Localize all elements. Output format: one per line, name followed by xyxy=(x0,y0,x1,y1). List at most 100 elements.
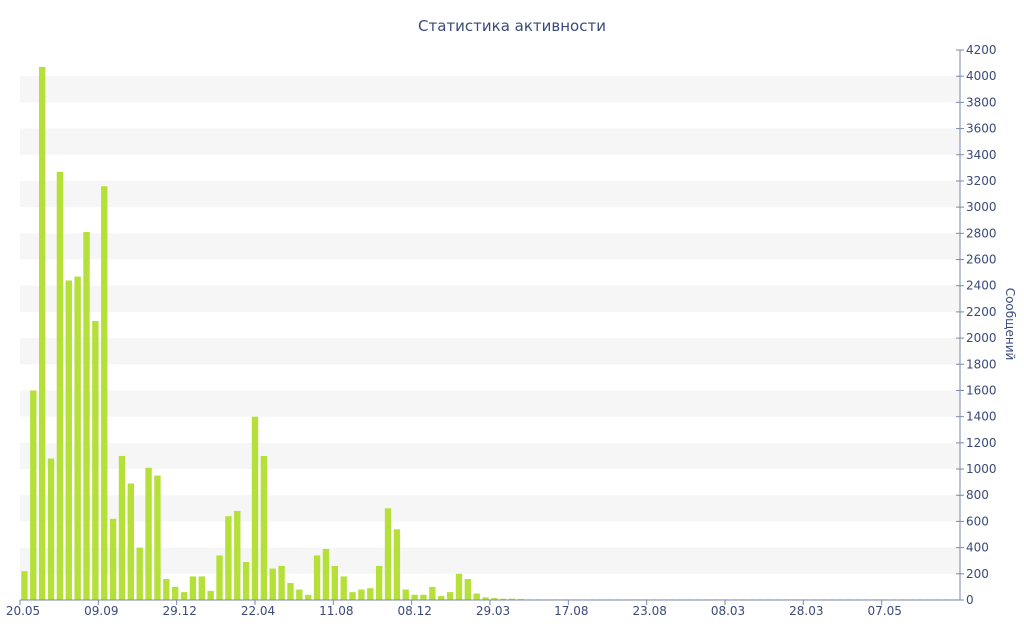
bar xyxy=(491,598,498,600)
y-tick-label: 800 xyxy=(966,488,989,502)
y-tick-label: 2800 xyxy=(966,226,997,240)
bar xyxy=(251,416,259,600)
x-axis: 20.05 09.09 29.12 22.04 11.08 08.12 29.03 17.08… xyxy=(6,599,960,618)
y-tick-label: 1600 xyxy=(966,383,997,397)
bar xyxy=(83,232,90,600)
x-tick-label: 23.08 xyxy=(632,604,666,618)
bar xyxy=(429,586,436,600)
bar xyxy=(109,518,117,600)
x-tick-label: 09.09 xyxy=(84,604,118,618)
bar xyxy=(517,598,525,600)
grid-band xyxy=(20,338,960,365)
bar xyxy=(225,516,232,600)
bar xyxy=(163,579,170,600)
bar xyxy=(340,576,347,600)
bar xyxy=(74,276,81,600)
bar xyxy=(331,565,338,600)
y-tick-label: 4200 xyxy=(966,43,997,57)
bar xyxy=(446,592,454,600)
chart-title: Статистика активности xyxy=(418,17,606,35)
bar xyxy=(180,592,188,600)
bar xyxy=(393,529,401,600)
grid-band xyxy=(20,442,960,470)
grid-band xyxy=(20,180,960,208)
bar xyxy=(402,589,409,600)
bar xyxy=(375,565,383,600)
bar xyxy=(278,565,285,600)
bar xyxy=(56,171,64,601)
bar xyxy=(101,186,108,600)
y-tick-label: 3000 xyxy=(966,200,997,214)
x-tick-label: 20.05 xyxy=(6,604,40,618)
grid-band xyxy=(20,495,960,522)
x-tick-label: 17.08 xyxy=(554,604,588,618)
grid-band xyxy=(20,285,960,312)
bar xyxy=(420,594,427,600)
x-tick-label: 08.03 xyxy=(711,604,745,618)
y-tick-label: 3600 xyxy=(966,122,997,136)
bar xyxy=(287,582,294,600)
bar xyxy=(216,555,223,600)
grid-band xyxy=(20,128,960,155)
bar xyxy=(242,562,250,600)
bar xyxy=(411,594,418,600)
bar xyxy=(482,597,489,600)
bar xyxy=(322,548,330,600)
bar xyxy=(455,573,463,600)
x-tick-label: 29.12 xyxy=(162,604,196,618)
bar xyxy=(118,455,126,600)
bar xyxy=(92,321,99,600)
bar xyxy=(260,455,268,600)
x-tick-label: 28.03 xyxy=(789,604,823,618)
y-tick-label: 3200 xyxy=(966,174,997,188)
bar xyxy=(508,598,516,600)
grid-band xyxy=(20,233,960,260)
y-tick-label: 400 xyxy=(966,541,989,555)
grid-band xyxy=(20,390,960,417)
bar xyxy=(136,547,143,600)
grid-bands xyxy=(20,76,960,574)
bar xyxy=(473,593,480,600)
bar xyxy=(464,579,472,600)
y-tick-label: 2000 xyxy=(966,331,997,345)
y-tick-label: 200 xyxy=(966,567,989,581)
bar xyxy=(145,467,152,600)
y-tick-label: 1000 xyxy=(966,462,997,476)
bar xyxy=(38,67,46,600)
bar xyxy=(172,586,179,600)
y-axis: 0 200 400 600 800 1000 1200 1400 1600 1800 2000 220… xyxy=(956,43,997,607)
grid-band xyxy=(20,547,960,574)
y-tick-label: 3800 xyxy=(966,95,997,109)
bars xyxy=(21,67,959,601)
bar xyxy=(438,596,445,600)
bar xyxy=(21,571,28,600)
y-tick-label: 0 xyxy=(966,593,974,607)
x-tick-label: 08.12 xyxy=(397,604,431,618)
grid-band xyxy=(20,76,960,103)
y-tick-label: 4000 xyxy=(966,69,997,83)
bar xyxy=(349,592,356,600)
bar xyxy=(305,594,312,600)
x-tick-label: 29.03 xyxy=(476,604,510,618)
y-tick-label: 1200 xyxy=(966,436,997,450)
bar xyxy=(358,589,365,600)
bar xyxy=(500,598,507,600)
y-tick-label: 1800 xyxy=(966,357,997,371)
y-tick-label: 2400 xyxy=(966,279,997,293)
bar xyxy=(269,568,276,600)
bar xyxy=(198,576,205,600)
x-tick-label: 22.04 xyxy=(241,604,275,618)
y-tick-label: 3400 xyxy=(966,148,997,162)
bar xyxy=(207,590,214,600)
bar xyxy=(47,458,55,600)
y-tick-label: 600 xyxy=(966,514,989,528)
y-tick-label: 2600 xyxy=(966,253,997,267)
y-tick-label: 2200 xyxy=(966,305,997,319)
x-tick-label: 11.08 xyxy=(319,604,353,618)
bar xyxy=(313,555,321,600)
bar xyxy=(234,510,241,600)
bar xyxy=(65,280,72,600)
bar xyxy=(367,588,374,600)
bar xyxy=(30,390,37,600)
bar xyxy=(127,483,135,600)
